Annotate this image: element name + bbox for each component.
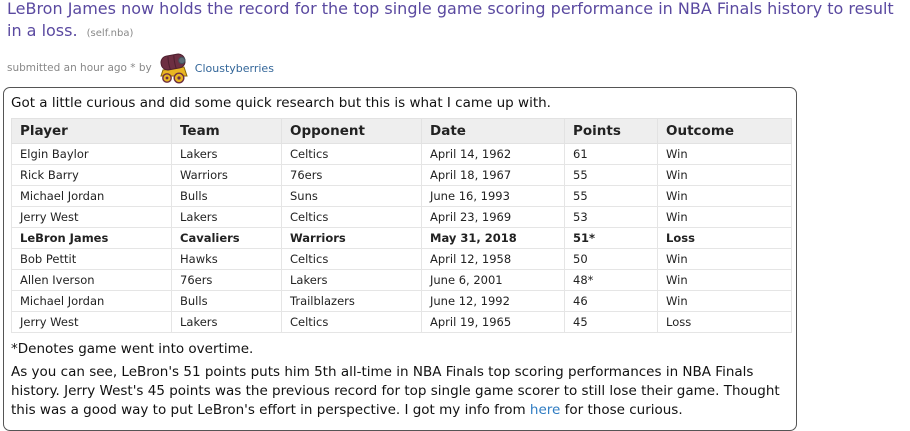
author-link[interactable]: Cloustyberries <box>194 61 274 75</box>
post-body: Got a little curious and did some quick … <box>3 87 797 431</box>
cell-points: 53 <box>564 206 658 228</box>
cell-player: LeBron James <box>11 227 172 249</box>
cell-team: Bulls <box>171 185 282 207</box>
post-title-row: LeBron James now holds the record for th… <box>7 0 903 45</box>
cell-date: April 19, 1965 <box>421 311 565 333</box>
cell-team: Hawks <box>171 248 282 270</box>
table-header-row: Player Team Opponent Date Points Outcome <box>11 118 792 144</box>
cell-points: 48* <box>564 269 658 291</box>
cell-date: June 6, 2001 <box>421 269 565 291</box>
cell-date: April 12, 1958 <box>421 248 565 270</box>
cell-opponent: 76ers <box>281 164 422 186</box>
cell-team: Warriors <box>171 164 282 186</box>
cell-team: Bulls <box>171 290 282 312</box>
cell-team: Cavaliers <box>171 227 282 249</box>
cell-date: April 14, 1962 <box>421 143 565 165</box>
table-row: Michael Jordan Bulls Trailblazers June 12, … <box>11 290 792 312</box>
cell-points: 51* <box>564 227 658 249</box>
cell-outcome: Win <box>657 143 792 165</box>
cell-date: June 12, 1992 <box>421 290 565 312</box>
cell-outcome: Win <box>657 206 792 228</box>
column-header-outcome: Outcome <box>657 118 792 144</box>
column-header-date: Date <box>421 118 565 144</box>
outro-paragraph: As you can see, LeBron's 51 points puts … <box>11 363 789 420</box>
cell-points: 45 <box>564 311 658 333</box>
cell-points: 55 <box>564 164 658 186</box>
cell-player: Jerry West <box>11 311 172 333</box>
cell-player: Jerry West <box>11 206 172 228</box>
cell-opponent: Celtics <box>281 206 422 228</box>
column-header-points: Points <box>564 118 658 144</box>
cell-outcome: Win <box>657 164 792 186</box>
cell-outcome: Win <box>657 269 792 291</box>
cell-outcome: Loss <box>657 227 792 249</box>
cell-opponent: Warriors <box>281 227 422 249</box>
table-row: Bob Pettit Hawks Celtics April 12, 1958 50 Wi… <box>11 248 792 270</box>
column-header-team: Team <box>171 118 282 144</box>
cell-opponent: Celtics <box>281 311 422 333</box>
cell-outcome: Win <box>657 248 792 270</box>
cell-points: 55 <box>564 185 658 207</box>
cell-outcome: Loss <box>657 311 792 333</box>
cell-team: 76ers <box>171 269 282 291</box>
cell-outcome: Win <box>657 185 792 207</box>
cell-player: Allen Iverson <box>11 269 172 291</box>
results-table: Player Team Opponent Date Points Outcome Elgi… <box>11 118 792 333</box>
cell-date: April 18, 1967 <box>421 164 565 186</box>
cell-player: Rick Barry <box>11 164 172 186</box>
cell-date: June 16, 1993 <box>421 185 565 207</box>
results-table-body: Elgin Baylor Lakers Celtics April 14, 1962 6… <box>11 143 792 333</box>
cell-player: Michael Jordan <box>11 185 172 207</box>
cell-team: Lakers <box>171 143 282 165</box>
table-row: LeBron James Cavaliers Warriors May 31, 201… <box>11 227 792 249</box>
cell-team: Lakers <box>171 206 282 228</box>
cell-points: 50 <box>564 248 658 270</box>
column-header-opponent: Opponent <box>281 118 422 144</box>
column-header-player: Player <box>11 118 172 144</box>
cell-opponent: Suns <box>281 185 422 207</box>
cell-points: 61 <box>564 143 658 165</box>
source-link[interactable]: here <box>529 402 561 418</box>
cell-player: Bob Pettit <box>11 248 172 270</box>
table-row: Jerry West Lakers Celtics April 19, 1965 45 L… <box>11 311 792 333</box>
cell-player: Elgin Baylor <box>11 143 172 165</box>
wagon-avatar-icon <box>157 52 190 84</box>
cell-opponent: Celtics <box>281 248 422 270</box>
table-row: Jerry West Lakers Celtics April 23, 1969 53 W… <box>11 206 792 228</box>
cell-points: 46 <box>564 290 658 312</box>
cell-date: May 31, 2018 <box>421 227 565 249</box>
table-row: Michael Jordan Bulls Suns June 16, 1993 55 Wi… <box>11 185 792 207</box>
footnote: *Denotes game went into overtime. <box>11 341 254 357</box>
cell-outcome: Win <box>657 290 792 312</box>
table-row: Rick Barry Warriors 76ers April 18, 1967 55 W… <box>11 164 792 186</box>
table-row: Allen Iverson 76ers Lakers June 6, 2001 48* W… <box>11 269 792 291</box>
cell-player: Michael Jordan <box>11 290 172 312</box>
post-title-link[interactable]: LeBron James now holds the record for th… <box>7 0 894 40</box>
outro-text-after: for those curious. <box>560 402 683 418</box>
cell-team: Lakers <box>171 311 282 333</box>
cell-opponent: Lakers <box>281 269 422 291</box>
intro-paragraph: Got a little curious and did some quick … <box>11 95 551 111</box>
table-row: Elgin Baylor Lakers Celtics April 14, 1962 6… <box>11 143 792 165</box>
post-tagline: submitted an hour ago * by Cloustyberr <box>7 51 910 85</box>
tagline-text: submitted an hour ago * by <box>7 62 152 74</box>
cell-opponent: Trailblazers <box>281 290 422 312</box>
cell-date: April 23, 1969 <box>421 206 565 228</box>
cell-opponent: Celtics <box>281 143 422 165</box>
post-domain[interactable]: (self.nba) <box>86 28 134 39</box>
